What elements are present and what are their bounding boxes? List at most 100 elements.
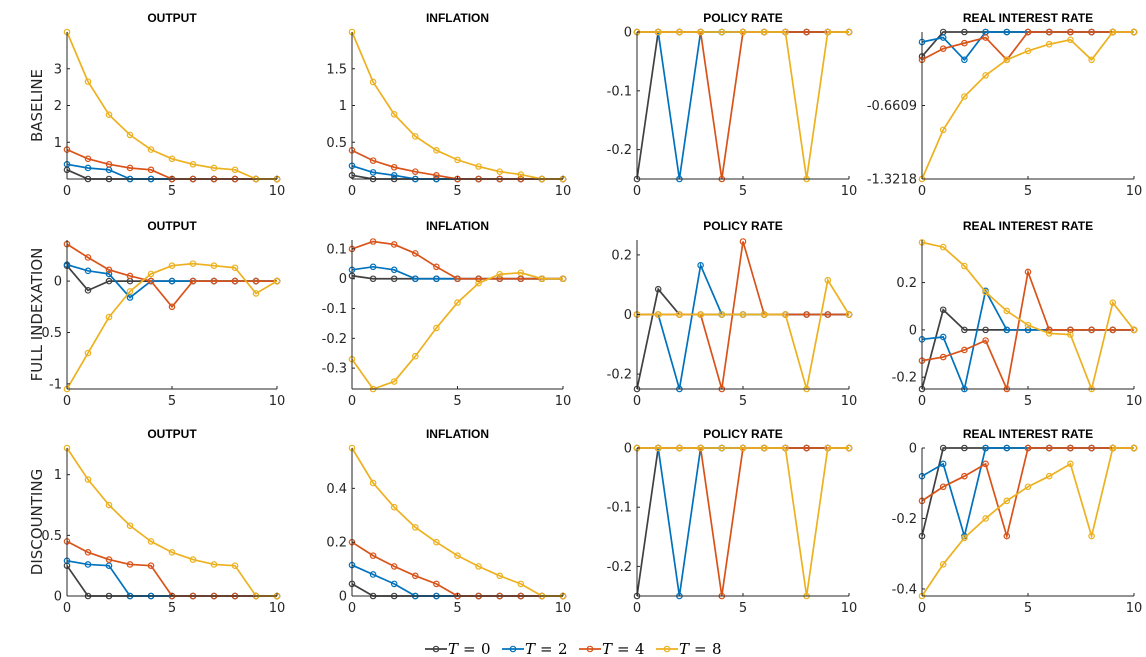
data-point — [559, 275, 567, 283]
data-point — [1088, 56, 1095, 64]
plot-area — [922, 240, 1134, 389]
data-point — [782, 311, 789, 318]
y-tick-label: 0 — [54, 590, 62, 605]
data-point — [126, 164, 134, 172]
data-point — [961, 444, 968, 452]
data-point — [231, 166, 239, 174]
data-point — [369, 552, 377, 559]
data-point — [475, 563, 482, 570]
data-point — [1045, 40, 1053, 48]
panel-discounting-real-interest-rate: REAL INTEREST RATE 0 5 10 -0.4 -0.2 0 — [892, 427, 1143, 616]
data-point — [390, 266, 398, 274]
data-point — [760, 444, 768, 452]
data-point — [369, 275, 377, 283]
data-point — [517, 171, 525, 178]
data-point — [1130, 444, 1138, 452]
data-point — [105, 562, 113, 569]
data-point — [84, 254, 92, 261]
data-point — [654, 285, 662, 293]
data-point — [1003, 56, 1011, 64]
data-point — [697, 262, 704, 269]
y-tick-label: -0.1 — [607, 501, 632, 516]
data-point — [84, 78, 92, 85]
data-point — [654, 28, 662, 36]
data-point — [824, 276, 832, 284]
y-tick-label: 0.5 — [41, 529, 62, 544]
x-tick-label: 5 — [453, 394, 461, 409]
data-point — [411, 275, 419, 283]
data-point — [939, 353, 947, 361]
series-line — [921, 31, 1134, 180]
data-point — [390, 275, 398, 283]
series-line — [637, 447, 849, 597]
x-tick-label: 5 — [1024, 394, 1032, 409]
data-point — [676, 444, 683, 452]
data-point — [1045, 472, 1053, 480]
panel-title: OUTPUT — [147, 219, 197, 233]
data-point — [654, 444, 662, 452]
data-point — [824, 28, 832, 36]
legend-label: 4 — [635, 640, 645, 657]
x-tick-label: 10 — [1126, 184, 1143, 199]
panel-discounting-inflation: INFLATION 0 5 10 0 0.2 0.4 — [326, 427, 571, 616]
data-point — [845, 311, 853, 318]
data-point — [739, 28, 747, 36]
data-point — [654, 311, 662, 318]
data-point — [939, 444, 947, 452]
plot-area — [352, 240, 563, 389]
data-point — [803, 311, 810, 318]
data-point — [454, 275, 461, 283]
x-tick-label: 10 — [841, 184, 858, 199]
data-point — [1003, 326, 1011, 334]
data-point — [454, 552, 461, 559]
y-tick-label: 0.1 — [326, 242, 347, 257]
y-tick-label: 0 — [909, 442, 917, 457]
data-point — [982, 288, 989, 296]
data-point — [475, 275, 482, 283]
row-labels: BASELINE FULL INDEXATION DISCOUNTING — [28, 69, 46, 575]
data-point — [252, 290, 260, 297]
data-point — [84, 267, 92, 275]
x-tick-label: 5 — [739, 601, 747, 616]
y-tick-label: 0.2 — [896, 276, 917, 291]
data-point — [517, 580, 525, 588]
data-point — [433, 580, 440, 588]
legend-item-t2: T = 2 — [502, 640, 568, 657]
y-tick-label: 0 — [54, 275, 62, 290]
y-tick-label: -0.4 — [892, 582, 917, 597]
data-point — [760, 311, 768, 318]
data-point — [982, 34, 989, 41]
data-point — [1088, 28, 1095, 36]
panel-discounting-policy-rate: POLICY RATE 0 5 10 -0.2 -0.1 0 — [607, 427, 858, 616]
x-tick-label: 0 — [348, 184, 356, 199]
series-line — [351, 31, 563, 180]
row-label-full-indexation: FULL INDEXATION — [28, 248, 46, 382]
data-point — [105, 111, 113, 118]
data-point — [369, 571, 377, 578]
data-point — [210, 262, 218, 269]
x-tick-label: 0 — [633, 184, 641, 199]
data-point — [982, 515, 989, 522]
panel-baseline-real-interest-rate: REAL INTEREST RATE 0 5 10 -1.3218 -0.6609 — [867, 11, 1142, 199]
x-tick-label: 5 — [739, 394, 747, 409]
y-tick-label: 0.2 — [326, 536, 347, 551]
legend-marker — [509, 645, 517, 653]
data-point — [84, 476, 92, 483]
data-point — [84, 164, 92, 172]
legend-label: 8 — [712, 640, 722, 657]
data-point — [433, 324, 440, 332]
y-tick-label: 0 — [339, 272, 347, 287]
data-point — [433, 538, 440, 546]
legend-label: T — [602, 640, 613, 657]
series-t8 — [348, 444, 567, 600]
data-point — [1067, 28, 1074, 36]
data-point — [939, 483, 947, 491]
x-tick-label: 5 — [168, 184, 176, 199]
data-point — [84, 287, 92, 294]
data-point — [84, 349, 92, 357]
series-line — [351, 240, 563, 280]
panel-title: POLICY RATE — [703, 219, 783, 233]
data-point — [1088, 532, 1095, 540]
data-point — [369, 169, 377, 176]
